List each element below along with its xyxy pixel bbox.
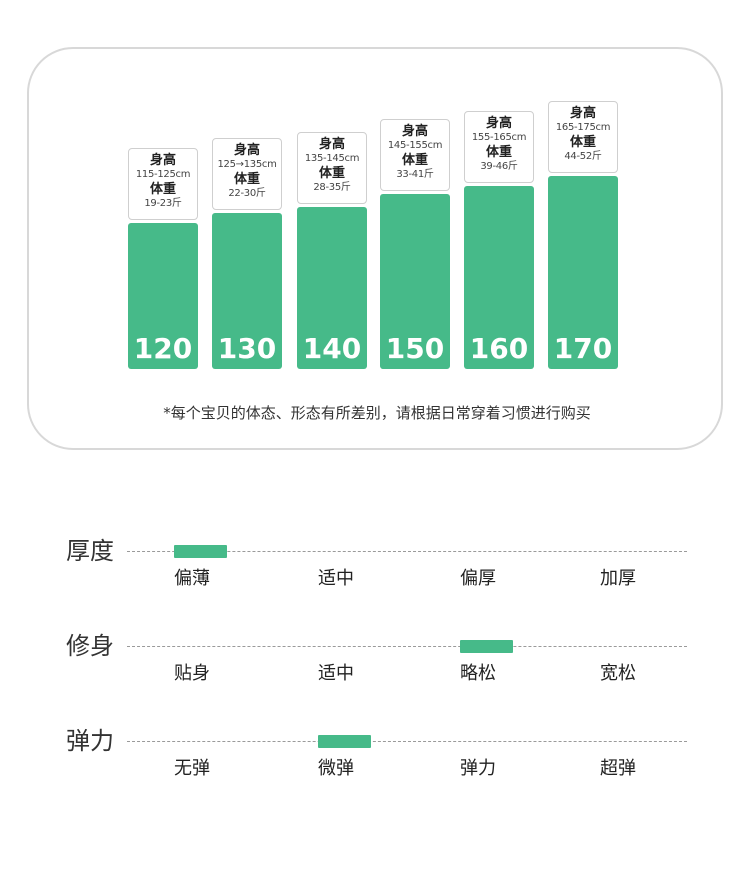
size-label: 150 — [385, 332, 445, 365]
attribute-option: 宽松 — [600, 663, 636, 684]
weight-range: 44-52斤 — [564, 151, 602, 162]
size-column: 身高 155-165cm 体重 39-46斤 160 — [464, 49, 534, 369]
size-chart-card: 身高 115-125cm 体重 19-23斤 120 身高 125→135cm 体重 22-30… — [27, 47, 723, 450]
attribute-title: 修身 — [66, 632, 114, 660]
weight-label: 体重 — [318, 166, 345, 181]
size-column: 身高 165-175cm 体重 44-52斤 170 — [548, 49, 618, 369]
size-bar: 170 — [548, 176, 618, 369]
weight-label: 体重 — [149, 182, 176, 197]
size-note: *每个宝贝的体态、形态有所差别，请根据日常穿着习惯进行购买 — [163, 404, 591, 422]
size-label: 160 — [469, 332, 529, 365]
size-column: 身高 145-155cm 体重 33-41斤 150 — [380, 49, 450, 369]
size-info-box: 身高 125→135cm 体重 22-30斤 — [212, 138, 282, 210]
height-label: 身高 — [569, 106, 596, 121]
weight-label: 体重 — [233, 172, 260, 187]
height-range: 115-125cm — [135, 169, 191, 180]
height-label: 身高 — [149, 153, 176, 168]
weight-label: 体重 — [401, 153, 428, 168]
size-bar: 150 — [380, 194, 450, 369]
height-range: 125→135cm — [217, 159, 277, 170]
attribute-option: 超弹 — [600, 758, 636, 779]
height-range: 165-175cm — [555, 122, 611, 133]
attribute-option: 适中 — [318, 568, 354, 589]
height-label: 身高 — [233, 143, 260, 158]
size-bar: 130 — [212, 213, 282, 369]
weight-range: 19-23斤 — [144, 198, 182, 209]
attribute-option: 贴身 — [174, 663, 210, 684]
size-bar: 160 — [464, 186, 534, 369]
attribute-row: 弹力 无弹 微弹 弹力 超弹 — [0, 727, 750, 787]
attribute-title: 厚度 — [66, 537, 114, 565]
attribute-option: 偏厚 — [460, 568, 496, 589]
height-range: 135-145cm — [304, 153, 360, 164]
attribute-option: 弹力 — [460, 758, 496, 779]
size-bar: 120 — [128, 223, 198, 369]
attribute-row: 厚度偏薄 适中 偏厚 加厚 — [0, 537, 750, 597]
attribute-level-marker — [173, 545, 227, 558]
size-info-box: 身高 145-155cm 体重 33-41斤 — [380, 119, 450, 191]
size-info-box: 身高 115-125cm 体重 19-23斤 — [128, 148, 198, 220]
attribute-option: 偏薄 — [174, 568, 210, 589]
attribute-title: 弹力 — [66, 727, 114, 755]
attribute-level-marker — [317, 735, 371, 748]
size-info-box: 身高 135-145cm 体重 28-35斤 — [297, 132, 367, 204]
height-label: 身高 — [401, 124, 428, 139]
attribute-row: 修身贴身 适中 略松 宽松 — [0, 632, 750, 692]
size-label: 120 — [133, 332, 193, 365]
height-label: 身高 — [318, 137, 345, 152]
size-label: 130 — [217, 332, 277, 365]
weight-range: 22-30斤 — [228, 188, 266, 199]
size-label: 140 — [302, 332, 362, 365]
attribute-scale-line — [127, 741, 687, 742]
size-info-box: 身高 165-175cm 体重 44-52斤 — [548, 101, 618, 173]
attribute-option: 适中 — [318, 663, 354, 684]
weight-range: 33-41斤 — [396, 169, 434, 180]
size-label: 170 — [553, 332, 613, 365]
attribute-level-marker — [459, 640, 513, 653]
attribute-scale-line — [127, 646, 687, 647]
attribute-option: 略松 — [460, 663, 496, 684]
height-label: 身高 — [485, 116, 512, 131]
height-range: 155-165cm — [471, 132, 527, 143]
size-info-box: 身高 155-165cm 体重 39-46斤 — [464, 111, 534, 183]
attribute-option: 无弹 — [174, 758, 210, 779]
weight-label: 体重 — [569, 135, 596, 150]
attribute-scale-line — [127, 551, 687, 552]
attribute-option: 微弹 — [318, 758, 354, 779]
size-column: 身高 125→135cm 体重 22-30斤 130 — [212, 49, 282, 369]
size-bar: 140 — [297, 207, 367, 369]
weight-label: 体重 — [485, 145, 512, 160]
height-range: 145-155cm — [387, 140, 443, 151]
weight-range: 28-35斤 — [313, 182, 351, 193]
size-column: 身高 115-125cm 体重 19-23斤 120 — [128, 49, 198, 369]
weight-range: 39-46斤 — [480, 161, 518, 172]
attribute-option: 加厚 — [600, 568, 636, 589]
size-column: 身高 135-145cm 体重 28-35斤 140 — [297, 49, 367, 369]
